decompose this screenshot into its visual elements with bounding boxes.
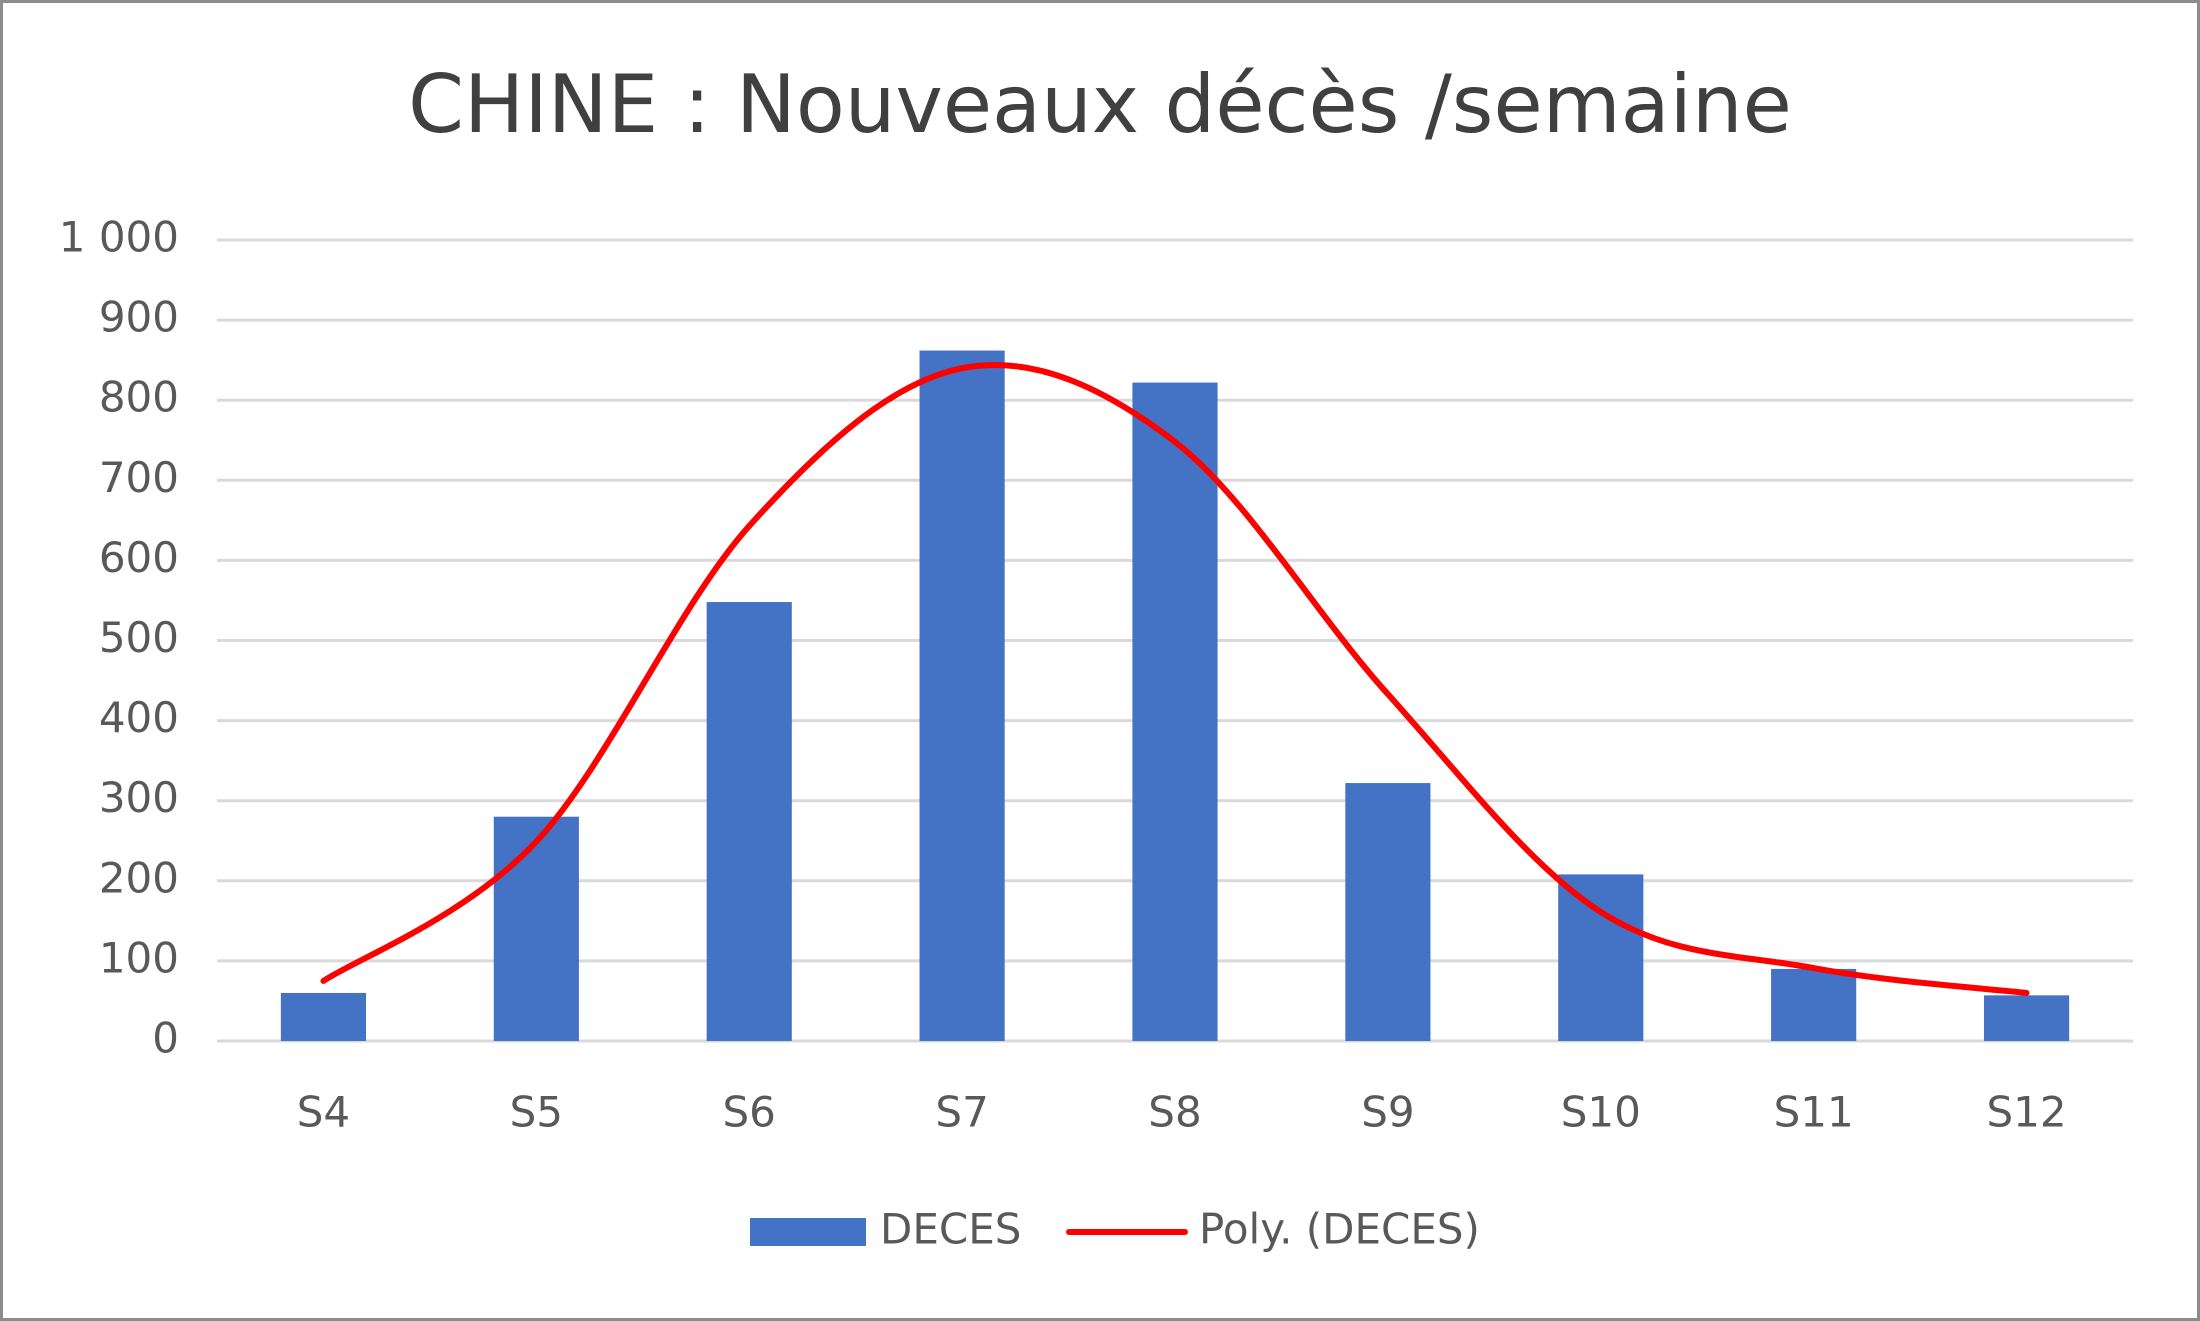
bar	[706, 602, 792, 1041]
x-tick-label: S6	[723, 1088, 776, 1137]
bar	[1558, 874, 1644, 1041]
x-tick-label: S11	[1774, 1088, 1854, 1137]
x-tick-label: S8	[1148, 1088, 1201, 1137]
y-tick-label: 0	[152, 1014, 179, 1063]
y-tick-label: 500	[99, 613, 179, 662]
x-tick-label: S9	[1361, 1088, 1414, 1137]
y-tick-label: 100	[99, 933, 179, 982]
bar	[1983, 995, 2070, 1041]
legend-label: DECES	[880, 1205, 1021, 1254]
y-tick-label: 400	[99, 693, 179, 742]
chart-title: CHINE : Nouveaux décès /semaine	[408, 58, 1792, 151]
x-tick-label: S4	[297, 1088, 350, 1137]
y-tick-label: 700	[99, 453, 179, 502]
bar	[919, 350, 1005, 1042]
bar	[1771, 968, 1857, 1041]
y-tick-label: 800	[99, 373, 179, 422]
legend-label: Poly. (DECES)	[1199, 1205, 1480, 1254]
x-tick-label: S7	[935, 1088, 988, 1137]
trend-line	[320, 362, 2030, 996]
y-tick-label: 300	[99, 773, 179, 822]
x-tick-label: S12	[1987, 1088, 2067, 1137]
y-tick-label: 200	[99, 853, 179, 902]
x-tick-label: S5	[510, 1088, 563, 1137]
y-tick-label: 600	[99, 533, 179, 582]
y-tick-label: 1 000	[59, 213, 179, 262]
legend-swatch	[750, 1218, 866, 1246]
x-tick-label: S10	[1561, 1088, 1641, 1137]
bar	[1345, 783, 1431, 1041]
bar	[493, 816, 579, 1041]
bar	[280, 992, 367, 1041]
bar	[1132, 382, 1218, 1041]
y-tick-label: 900	[99, 293, 179, 342]
